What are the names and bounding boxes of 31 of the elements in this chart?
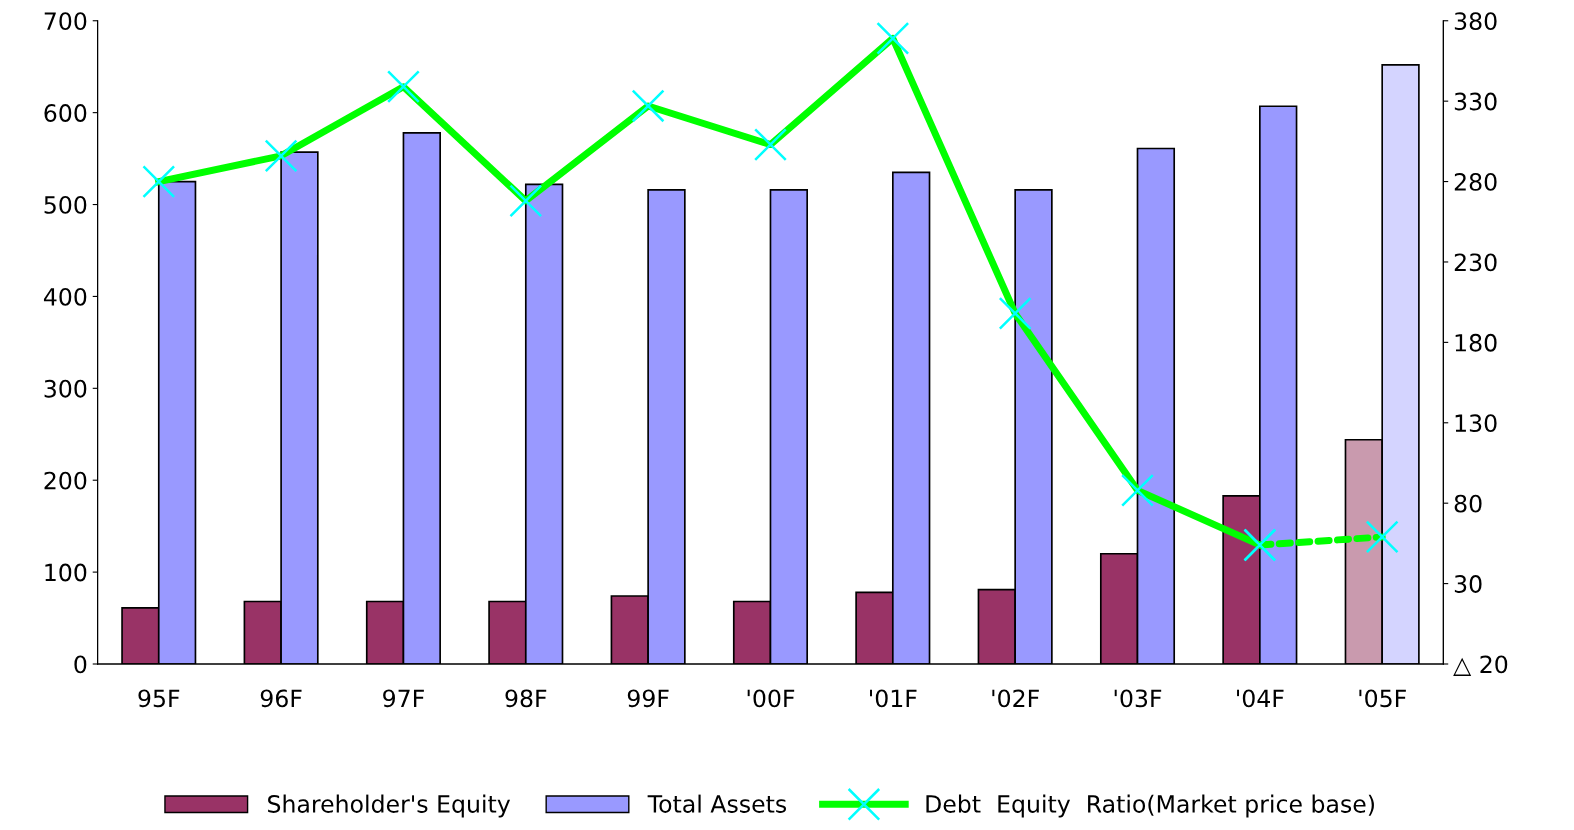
y2-tick-label: 230: [1454, 253, 1497, 272]
legend-label: Shareholder's Equity: [268, 794, 511, 818]
x-tick-label: '04F: [1237, 689, 1284, 708]
y2-tick-label: 180: [1455, 333, 1497, 352]
y-tick-label: 700: [44, 12, 87, 31]
x-tick-label: '05F: [1359, 689, 1406, 708]
y2-tick-label: 330: [1454, 92, 1497, 111]
legend-label: Total Assets: [647, 794, 787, 813]
y-tick-label: 500: [44, 195, 87, 214]
y-tick-label: 300: [44, 379, 87, 398]
y-tick-label: 100: [45, 563, 87, 582]
y-tick-label: 600: [44, 104, 87, 122]
y2-tick-label: 380: [1454, 12, 1497, 31]
x-tick-label: 96F: [260, 689, 302, 708]
x-tick-label: 95F: [138, 689, 180, 708]
y-tick-label: 0: [74, 655, 87, 674]
x-tick-label: '03F: [1114, 689, 1162, 708]
y2-tick-label: 30: [1454, 575, 1482, 593]
y2-tick-label: 130: [1455, 414, 1497, 433]
y2-tick-label: 280: [1454, 173, 1497, 191]
y-tick-label: 400: [43, 287, 87, 306]
x-tick-label: '00F: [747, 689, 795, 708]
legend-label: Debt Equity Ratio(Market price base): [926, 794, 1374, 818]
x-tick-label: 97F: [383, 689, 424, 708]
x-tick-label: '02F: [992, 689, 1039, 708]
x-tick-label: '01F: [870, 689, 917, 708]
x-tick-label: 98F: [505, 689, 547, 708]
y-tick-label: 200: [44, 471, 87, 490]
y2-tick-label: △ 20: [1453, 655, 1508, 676]
y2-tick-label: 80: [1454, 494, 1482, 513]
x-tick-label: 99F: [627, 689, 669, 708]
